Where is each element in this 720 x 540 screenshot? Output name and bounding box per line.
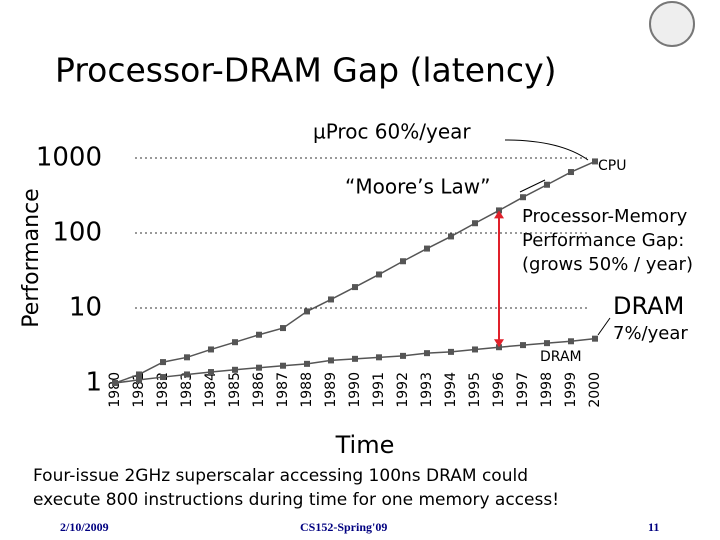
x-tick-label: 1994 xyxy=(443,372,459,408)
x-tick-label: 1995 xyxy=(467,372,483,408)
x-tick-label: 1992 xyxy=(395,372,411,408)
point xyxy=(232,366,238,373)
x-tick-label: 1993 xyxy=(419,372,435,408)
point xyxy=(472,220,478,227)
footer-page: 11 xyxy=(648,520,659,534)
caption: Four-issue 2GHz superscalar accessing 10… xyxy=(33,466,528,486)
x-tick-label: 1983 xyxy=(179,372,195,408)
x-tick-label: 1986 xyxy=(251,372,267,408)
x-tick-label: 1999 xyxy=(563,372,579,408)
callout xyxy=(597,317,611,336)
chart-title: Processor-DRAM Gap (latency) xyxy=(55,51,556,90)
point xyxy=(568,169,574,176)
point xyxy=(256,364,262,371)
point xyxy=(160,374,166,381)
gap-arrowhead xyxy=(494,210,504,219)
point xyxy=(184,354,190,361)
x-tick-label: 1984 xyxy=(203,372,219,408)
x-axis-label: Time xyxy=(335,431,395,459)
y-tick-label: 100 xyxy=(52,218,102,248)
point xyxy=(424,350,430,357)
point xyxy=(280,362,286,369)
x-tick-label: 1987 xyxy=(275,372,291,408)
x-tick-label: 1990 xyxy=(347,372,363,408)
point xyxy=(400,352,406,359)
point xyxy=(328,296,334,303)
point xyxy=(280,325,286,332)
y-axis-label: Performance xyxy=(19,188,44,327)
point xyxy=(400,258,406,265)
point xyxy=(184,371,190,378)
series-label: DRAM xyxy=(540,349,582,365)
point xyxy=(448,348,454,355)
point xyxy=(304,308,310,315)
x-tick-label: 1988 xyxy=(299,372,315,408)
point xyxy=(592,335,598,342)
gap-arrowhead xyxy=(494,339,504,348)
point xyxy=(328,357,334,364)
x-tick-label: 2000 xyxy=(587,372,603,408)
y-tick-label: 1 xyxy=(85,368,102,398)
callout xyxy=(519,179,546,193)
logo xyxy=(649,1,695,47)
point xyxy=(136,376,142,383)
point xyxy=(472,346,478,353)
point xyxy=(376,354,382,361)
y-tick-label: 1000 xyxy=(36,143,102,173)
point xyxy=(376,271,382,278)
point xyxy=(568,338,574,345)
annotation: “Moore’s Law” xyxy=(345,175,490,199)
annotation: 7%/year xyxy=(613,323,688,344)
x-tick-label: 1991 xyxy=(371,372,387,408)
x-tick-label: 1980 xyxy=(107,372,123,408)
point xyxy=(424,245,430,252)
caption: execute 800 instructions during time for… xyxy=(33,490,559,510)
y-tick-label: 10 xyxy=(69,293,102,323)
footer-course: CS152-Spring'09 xyxy=(300,520,387,534)
x-tick-label: 1996 xyxy=(491,372,507,408)
point xyxy=(256,331,262,338)
series-label: CPU xyxy=(598,158,626,174)
point xyxy=(352,284,358,291)
annotation: DRAM xyxy=(613,292,684,320)
annotation: µProc 60%/year xyxy=(313,120,471,144)
x-tick-label: 1985 xyxy=(227,372,243,408)
point xyxy=(304,360,310,367)
callout xyxy=(504,139,589,161)
annotation: (grows 50% / year) xyxy=(522,254,693,275)
point xyxy=(112,380,118,386)
point xyxy=(232,339,238,346)
x-tick-label: 1997 xyxy=(515,372,531,408)
point xyxy=(544,181,550,188)
x-tick-label: 1982 xyxy=(155,372,171,408)
annotation: Processor-Memory xyxy=(522,206,688,227)
annotation: Performance Gap: xyxy=(522,230,684,251)
point xyxy=(352,355,358,362)
point xyxy=(592,158,598,165)
x-tick-label: 1989 xyxy=(323,372,339,408)
x-tick-label: 1998 xyxy=(539,372,555,408)
point xyxy=(520,342,526,349)
point xyxy=(544,340,550,347)
point xyxy=(160,359,166,366)
point xyxy=(208,369,214,376)
footer-date: 2/10/2009 xyxy=(60,520,109,534)
point xyxy=(448,233,454,240)
point xyxy=(136,371,142,378)
point xyxy=(208,346,214,353)
point xyxy=(520,194,526,201)
